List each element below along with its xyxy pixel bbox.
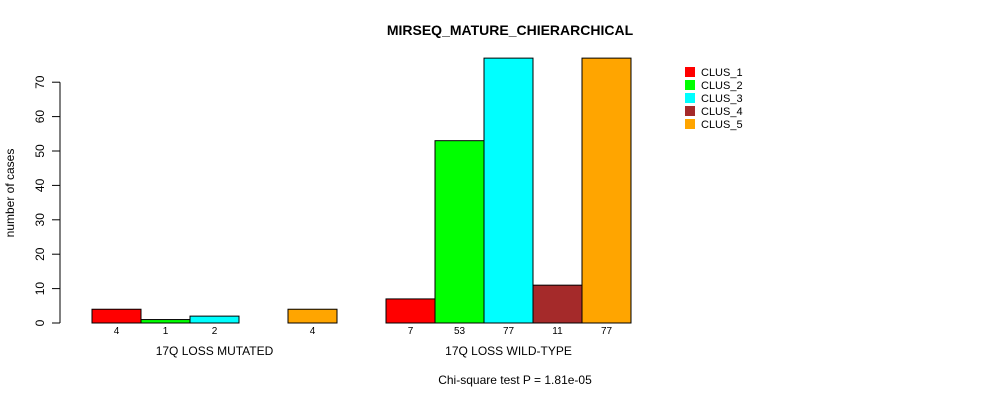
- bar-count-label: 11: [552, 326, 563, 337]
- bar-count-label: 1: [163, 326, 169, 337]
- bar-clus-5-group-2: [581, 57, 632, 324]
- y-tick-label: 30: [33, 213, 47, 227]
- y-tick-label: 50: [33, 144, 47, 158]
- bar-count-label: 77: [601, 326, 613, 337]
- legend-swatch: [685, 93, 695, 103]
- y-axis: 0 10 20 30 40 50 60 70: [33, 75, 61, 326]
- group-label: 17Q LOSS MUTATED: [156, 344, 274, 358]
- legend-swatch: [685, 106, 695, 116]
- bar-count-label: 7: [408, 326, 414, 337]
- y-tick-label: 60: [33, 110, 47, 124]
- bar-count-label: 77: [503, 326, 515, 337]
- y-tick-label: 40: [33, 178, 47, 192]
- bar-count-label: 2: [212, 326, 218, 337]
- chi-square-footnote: Chi-square test P = 1.81e-05: [438, 373, 592, 387]
- group-labels: 17Q LOSS MUTATED 17Q LOSS WILD-TYPE: [156, 344, 572, 358]
- legend-swatch: [685, 67, 695, 77]
- bar-clus-1-group-1: [91, 308, 142, 324]
- bar-count-label: 4: [114, 326, 120, 337]
- legend-label: CLUS_2: [701, 80, 743, 92]
- bar-clus-3-group-1: [189, 315, 240, 324]
- bar-clus-5-group-1: [287, 308, 338, 324]
- bar-clus-4-group-2: [532, 284, 583, 324]
- bar-count-label: 4: [310, 326, 316, 337]
- chart-title: MIRSEQ_MATURE_CHIERARCHICAL: [387, 22, 634, 38]
- group-label: 17Q LOSS WILD-TYPE: [445, 344, 572, 358]
- bar-count-label: 53: [454, 326, 466, 337]
- bars: [91, 57, 632, 324]
- legend-swatch: [685, 119, 695, 129]
- legend-label: CLUS_1: [701, 67, 743, 79]
- y-tick-label: 70: [33, 75, 47, 89]
- y-axis-label: number of cases: [3, 149, 17, 238]
- bar-clus-3-group-2: [483, 57, 534, 324]
- bar-labels: 4 1 2 4 7 53 77 11 77: [114, 326, 613, 337]
- legend-label: CLUS_4: [701, 106, 743, 118]
- y-tick-label: 0: [33, 319, 47, 326]
- bar-clus-2-group-1: [140, 319, 191, 324]
- bar-clus-1-group-2: [385, 298, 436, 324]
- y-tick-label: 20: [33, 247, 47, 261]
- legend-swatch: [685, 80, 695, 90]
- legend-label: CLUS_3: [701, 93, 743, 105]
- y-tick-label: 10: [33, 282, 47, 296]
- bar-clus-2-group-2: [434, 140, 485, 324]
- legend-label: CLUS_5: [701, 119, 743, 131]
